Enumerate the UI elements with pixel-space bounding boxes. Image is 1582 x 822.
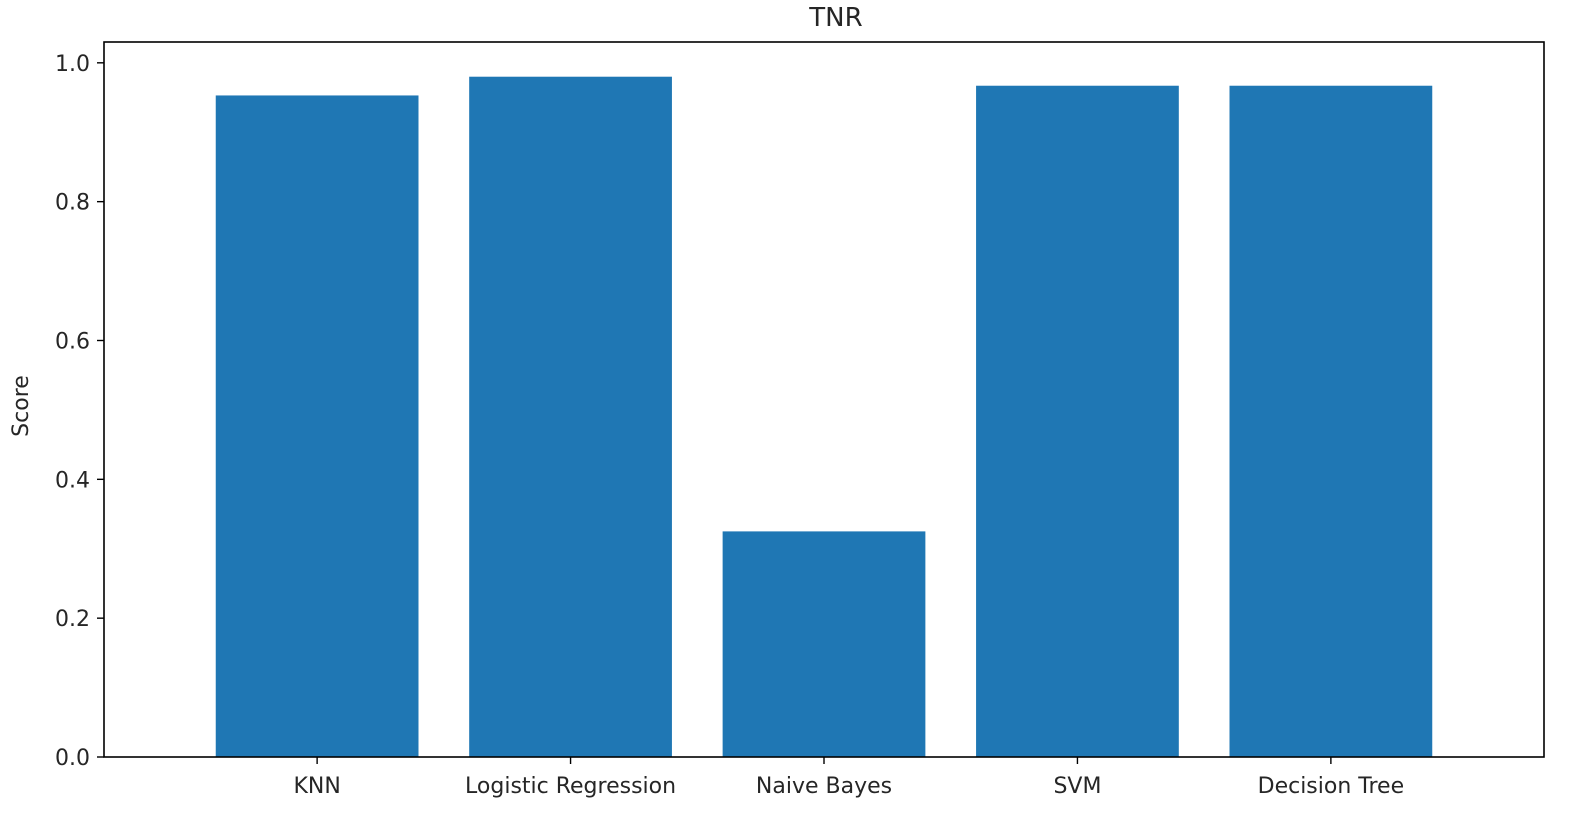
chart-title: TNR xyxy=(808,3,862,33)
y-tick-label: 1.0 xyxy=(55,52,90,77)
x-tick-label: Decision Tree xyxy=(1258,774,1405,799)
y-tick-label: 0.0 xyxy=(55,746,90,771)
y-tick-label: 0.4 xyxy=(55,468,90,493)
x-tick-label: Logistic Regression xyxy=(465,774,676,799)
x-tick-label: KNN xyxy=(293,774,340,799)
bar-decision-tree xyxy=(1229,85,1433,757)
bar-logistic-regression xyxy=(469,76,672,757)
bars-group xyxy=(215,76,1433,757)
x-tick-label: SVM xyxy=(1053,774,1101,799)
bar-naive-bayes xyxy=(722,531,926,757)
y-axis-label: Score xyxy=(9,375,34,437)
y-tick-label: 0.2 xyxy=(55,607,90,632)
bar-svm xyxy=(976,85,1179,757)
x-tick-label: Naive Bayes xyxy=(756,774,892,799)
y-tick-label: 0.6 xyxy=(55,329,90,354)
y-axis-ticks: 0.0 0.2 0.4 0.6 0.8 1.0 xyxy=(55,52,104,771)
x-axis-ticks: KNN Logistic Regression Naive Bayes SVM Deci… xyxy=(293,757,1404,799)
y-tick-label: 0.8 xyxy=(55,191,90,216)
bar-knn xyxy=(215,95,419,757)
plot-frame xyxy=(103,41,1545,758)
